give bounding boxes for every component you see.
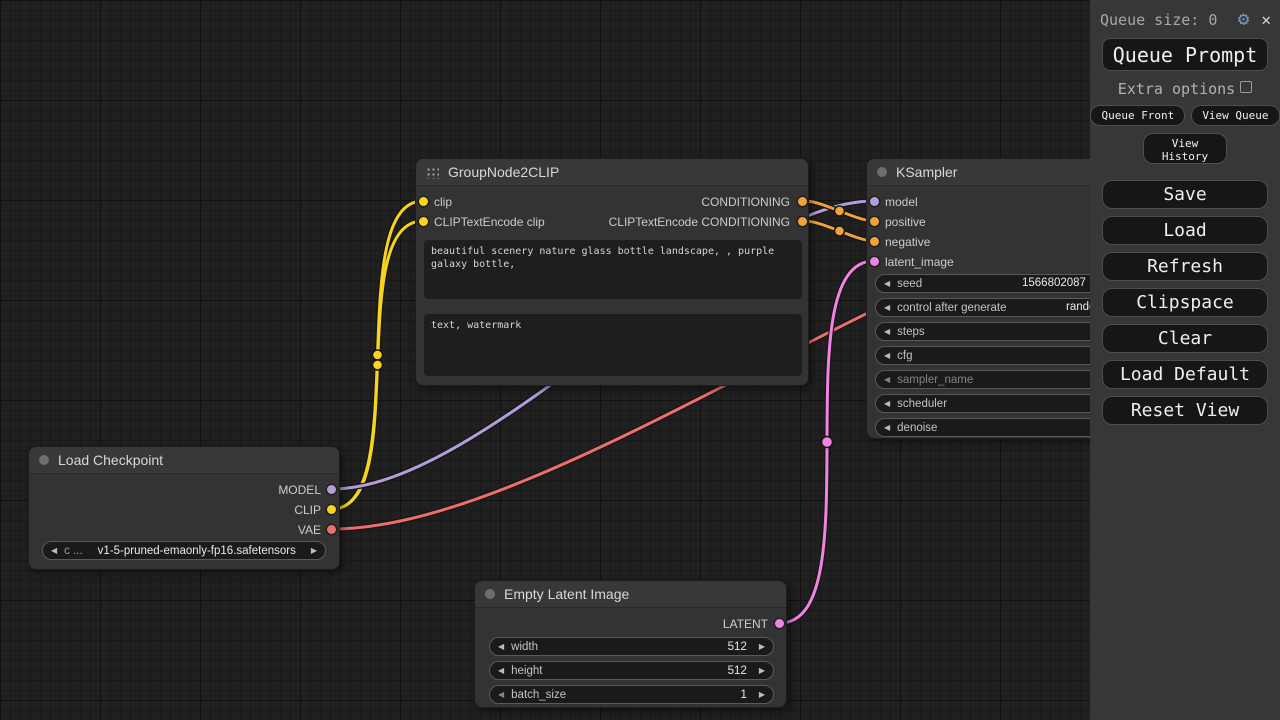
input-slot-clip[interactable] [419, 197, 428, 206]
arrow-left-icon[interactable]: ◀ [884, 422, 891, 432]
arrow-left-icon[interactable]: ◀ [498, 665, 505, 675]
widget-value: v1-5-pruned-emaonly-fp16.safetensors [97, 544, 296, 557]
view-history-button[interactable]: View History [1143, 133, 1227, 164]
output-label: CLIPTextEncode CONDITIONING [608, 215, 790, 229]
input-slot-cliptextencode-clip[interactable] [419, 217, 428, 226]
output-slot-model[interactable] [327, 485, 336, 494]
input-slot-model[interactable] [870, 197, 879, 206]
reset-view-button[interactable]: Reset View [1102, 396, 1268, 425]
arrow-left-icon[interactable]: ◀ [884, 374, 891, 384]
collapse-dot-icon[interactable] [877, 167, 887, 177]
clear-button[interactable]: Clear [1102, 324, 1268, 353]
arrow-right-icon[interactable]: ▶ [310, 545, 317, 555]
node-title: KSampler [896, 164, 958, 180]
queue-front-button[interactable]: Queue Front [1090, 105, 1186, 126]
input-slot-latent-image[interactable] [870, 257, 879, 266]
arrow-right-icon[interactable]: ▶ [758, 641, 765, 651]
output-slot-clip[interactable] [327, 505, 336, 514]
collapse-dot-icon[interactable] [485, 589, 495, 599]
input-slot-negative[interactable] [870, 237, 879, 246]
node-groupnode2clip[interactable]: GroupNode2CLIP clip CONDITIONING CLIPTex… [415, 158, 809, 386]
arrow-right-icon[interactable]: ▶ [758, 689, 765, 699]
widget-height[interactable]: ◀ height 512 ▶ [489, 661, 774, 680]
queue-prompt-button[interactable]: Queue Prompt [1102, 38, 1268, 71]
close-icon[interactable]: ✕ [1261, 9, 1271, 29]
refresh-button[interactable]: Refresh [1102, 252, 1268, 281]
queue-size-label: Queue size: 0 [1100, 10, 1218, 29]
node-empty-latent-image-titlebar[interactable]: Empty Latent Image [475, 581, 786, 608]
load-button[interactable]: Load [1102, 216, 1268, 245]
save-button[interactable]: Save [1102, 180, 1268, 209]
input-label: CLIPTextEncode clip [434, 215, 545, 229]
input-label: negative [885, 235, 931, 249]
grid-dots-icon [426, 165, 439, 179]
widget-ckpt-name[interactable]: ◀ c ... v1-5-pruned-emaonly-fp16.safeten… [42, 541, 326, 560]
output-label: LATENT [722, 617, 768, 631]
clipspace-button[interactable]: Clipspace [1102, 288, 1268, 317]
widget-value: 512 [727, 640, 747, 653]
arrow-left-icon[interactable]: ◀ [884, 302, 891, 312]
negative-prompt-textarea[interactable]: text, watermark [424, 314, 802, 376]
arrow-left-icon[interactable]: ◀ [884, 350, 891, 360]
arrow-left-icon[interactable]: ◀ [498, 641, 505, 651]
output-label: CONDITIONING [701, 195, 790, 209]
widget-value: 1566802087 [1022, 277, 1086, 289]
widget-width[interactable]: ◀ width 512 ▶ [489, 637, 774, 656]
node-groupnode2clip-titlebar[interactable]: GroupNode2CLIP [416, 159, 808, 186]
positive-prompt-textarea[interactable]: beautiful scenery nature glass bottle la… [424, 240, 802, 299]
arrow-left-icon[interactable]: ◀ [498, 689, 505, 699]
view-queue-button[interactable]: View Queue [1191, 105, 1280, 126]
comfy-menu: Queue size: 0 ⚙ ✕ Queue Prompt Extra opt… [1090, 0, 1280, 720]
widget-value: 1 [740, 688, 747, 701]
output-slot-latent[interactable] [775, 619, 784, 628]
node-title: GroupNode2CLIP [448, 164, 560, 180]
output-label: MODEL [278, 483, 321, 497]
input-label: latent_image [885, 255, 954, 269]
input-slot-positive[interactable] [870, 217, 879, 226]
node-title: Load Checkpoint [58, 452, 164, 468]
output-slot-conditioning[interactable] [798, 197, 807, 206]
extra-options-checkbox[interactable] [1240, 81, 1253, 93]
node-title: Empty Latent Image [504, 586, 630, 602]
output-slot-cliptextencode-conditioning[interactable] [798, 217, 807, 226]
arrow-left-icon[interactable]: ◀ [51, 545, 58, 555]
input-label: model [885, 195, 918, 209]
node-load-checkpoint-titlebar[interactable]: Load Checkpoint [29, 447, 339, 474]
node-empty-latent-image[interactable]: Empty Latent Image LATENT ◀ width 512 ▶ … [474, 580, 787, 708]
output-label: CLIP [294, 503, 321, 517]
collapse-dot-icon[interactable] [39, 455, 49, 465]
output-slot-vae[interactable] [327, 525, 336, 534]
arrow-left-icon[interactable]: ◀ [884, 398, 891, 408]
arrow-left-icon[interactable]: ◀ [884, 278, 891, 288]
node-load-checkpoint[interactable]: Load Checkpoint MODEL CLIP VAE ◀ c ... v… [28, 446, 340, 570]
widget-batch-size[interactable]: ◀ batch_size 1 ▶ [489, 685, 774, 704]
extra-options-label: Extra options [1117, 80, 1236, 98]
input-label: positive [885, 215, 926, 229]
widget-value: 512 [727, 664, 747, 677]
input-label: clip [434, 195, 453, 209]
output-label: VAE [297, 523, 321, 537]
load-default-button[interactable]: Load Default [1102, 360, 1268, 389]
arrow-right-icon[interactable]: ▶ [758, 665, 765, 675]
gear-icon[interactable]: ⚙ [1237, 8, 1250, 30]
arrow-left-icon[interactable]: ◀ [884, 326, 891, 336]
